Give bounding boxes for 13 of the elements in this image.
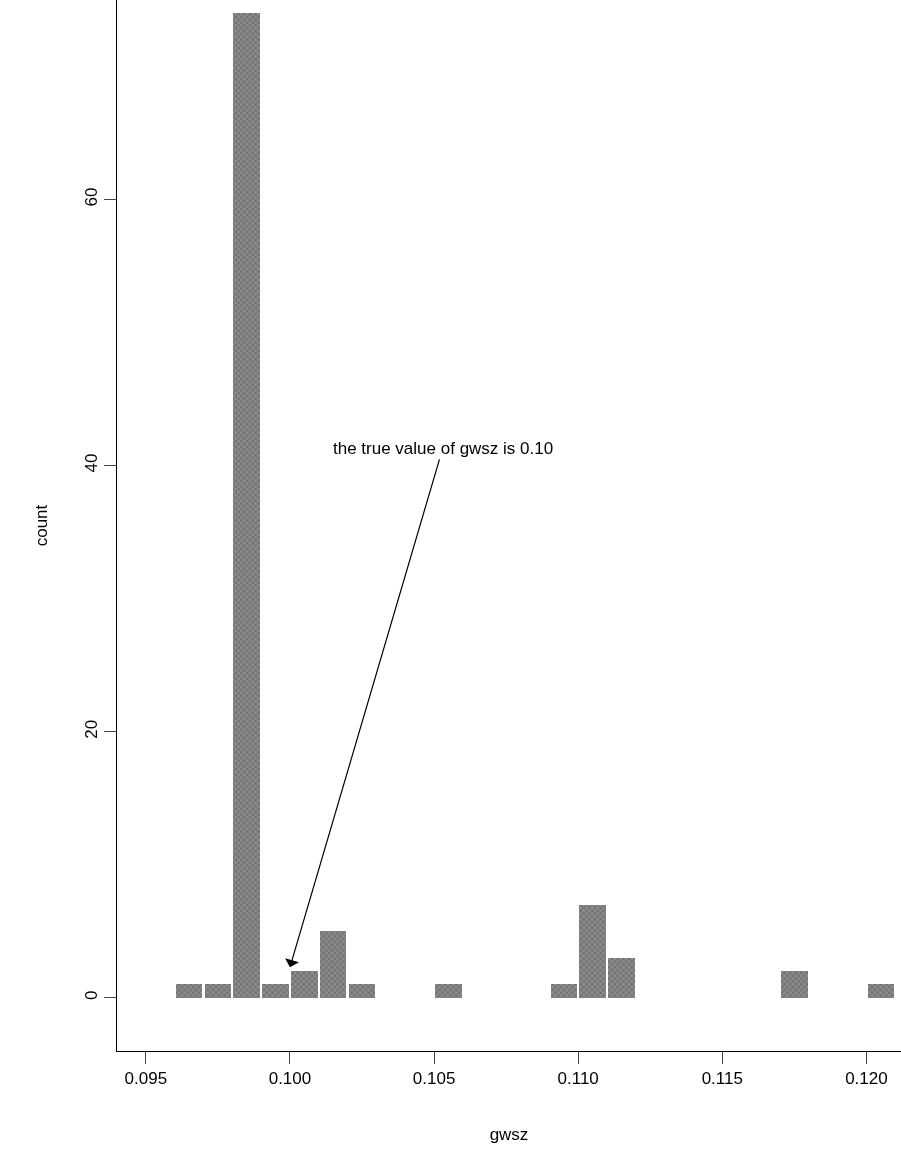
y-axis-title: count bbox=[31, 504, 51, 547]
y-tick-label: 40 bbox=[82, 453, 102, 473]
x-tick-label: 0.110 bbox=[557, 1069, 599, 1089]
y-tick-label: 20 bbox=[82, 719, 102, 739]
y-tick-label: 60 bbox=[82, 187, 102, 207]
x-tick-label: 0.120 bbox=[845, 1069, 888, 1089]
x-tick-label: 0.105 bbox=[412, 1069, 456, 1089]
x-tick-label: 0.095 bbox=[124, 1069, 168, 1089]
y-tick-label: 0 bbox=[82, 990, 102, 1000]
x-axis-title: gwsz bbox=[489, 1124, 529, 1144]
x-tick-label: 0.100 bbox=[268, 1069, 312, 1089]
annotation: the true value of gwsz is 0.10 bbox=[333, 439, 554, 458]
x-tick-label: 0.115 bbox=[701, 1069, 743, 1089]
